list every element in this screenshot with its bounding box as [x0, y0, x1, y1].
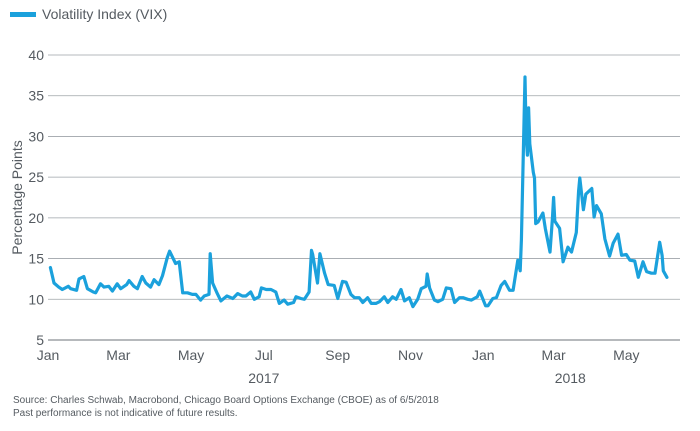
- gridlines: [48, 54, 680, 300]
- x-tick-label: Mar: [106, 347, 130, 363]
- disclaimer-note: Past performance is not indicative of fu…: [13, 408, 238, 419]
- x-tick-label: Nov: [398, 347, 423, 363]
- y-tick-label: 5: [36, 332, 44, 348]
- y-tick-label: 25: [28, 169, 44, 185]
- y-tick-label: 15: [28, 251, 44, 267]
- legend: Volatility Index (VIX): [10, 6, 167, 22]
- y-axis-label: Percentage Points: [9, 140, 25, 254]
- y-tick-label: 10: [28, 291, 44, 307]
- y-tick-label: 30: [28, 128, 44, 144]
- series-line-vix: [48, 75, 669, 309]
- x-axis-ticks: Jan Mar May Jul Sep Nov Jan Mar May: [37, 347, 640, 363]
- x-tick-label: Mar: [542, 347, 566, 363]
- legend-swatch: [10, 11, 36, 17]
- x-tick-label: Jul: [255, 347, 273, 363]
- x-tick-label: Sep: [325, 347, 350, 363]
- year-label: 2017: [248, 370, 279, 386]
- x-tick-label: Jan: [37, 347, 60, 363]
- year-labels: 2017 2018: [248, 370, 586, 386]
- series-group: [48, 75, 669, 309]
- y-tick-label: 40: [28, 47, 44, 63]
- x-tick-label: May: [613, 347, 639, 363]
- x-tick-label: Jan: [472, 347, 495, 363]
- footnote: Source: Charles Schwab, Macrobond, Chica…: [13, 394, 439, 420]
- y-axis-ticks: 5 10 15 20 25 30 35 40: [28, 47, 44, 348]
- legend-label: Volatility Index (VIX): [42, 6, 168, 22]
- source-note: Source: Charles Schwab, Macrobond, Chica…: [13, 395, 439, 406]
- y-tick-label: 20: [28, 210, 44, 226]
- y-tick-label: 35: [28, 88, 44, 104]
- year-label: 2018: [555, 370, 586, 386]
- x-tick-label: May: [178, 347, 204, 363]
